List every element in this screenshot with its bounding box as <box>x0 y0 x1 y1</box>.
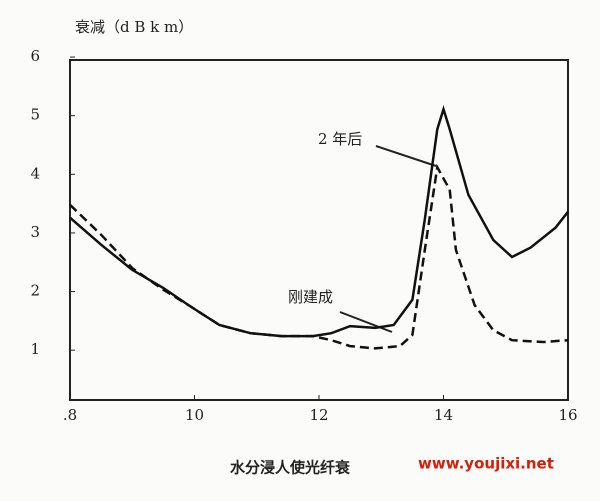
leader-line <box>375 145 437 167</box>
y-tick-label: 1 <box>30 340 40 358</box>
x-tick-label: 10 <box>185 406 204 424</box>
y-tick-label: 5 <box>30 106 40 124</box>
y-axis-label: 衰减（d B k m） <box>75 18 193 36</box>
annotation: 2 年后 <box>318 130 362 148</box>
x-tick-label: 16 <box>558 406 577 424</box>
series-line <box>69 163 569 350</box>
leader-line <box>339 311 393 333</box>
x-tick-label: 12 <box>309 406 328 424</box>
y-tick-label: 3 <box>30 223 40 241</box>
series-line <box>69 104 569 338</box>
y-tick-label: 6 <box>30 47 40 65</box>
x-tick-label: .8 <box>63 406 77 424</box>
x-tick-label: 14 <box>434 406 453 424</box>
y-tick-label: 4 <box>30 164 40 182</box>
watermark: www.youjixi.net <box>418 455 554 473</box>
caption: 水分浸人使光纤衰 <box>230 459 351 477</box>
y-tick-label: 2 <box>30 282 40 300</box>
annotation: 刚建成 <box>288 288 333 306</box>
